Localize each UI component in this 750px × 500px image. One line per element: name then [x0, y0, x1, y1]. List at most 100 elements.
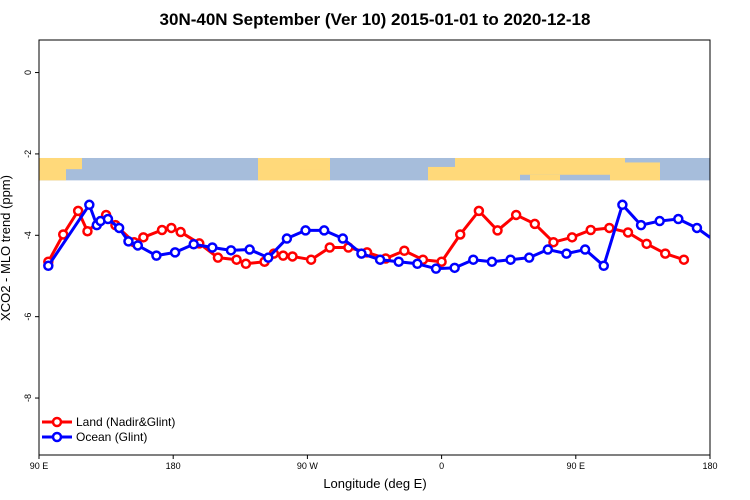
data-point-ocean — [188, 238, 199, 250]
data-point-ocean — [542, 244, 554, 255]
data-point-ocean — [505, 254, 516, 265]
x-tick-label: 90 W — [297, 461, 319, 471]
data-point-ocean — [225, 245, 237, 256]
data-point-land — [166, 222, 177, 234]
data-point-land — [57, 229, 69, 240]
data-point-ocean — [712, 237, 720, 245]
data-point-ocean — [263, 252, 274, 263]
series-line-land — [47, 209, 685, 266]
y-axis: -8 -6 -4 -2 0 — [23, 70, 39, 402]
x-tick-label: 90 E — [30, 461, 49, 471]
legend-label-land: Land (Nadir&Glint) — [76, 415, 175, 429]
data-point-land — [473, 205, 485, 217]
data-point-ocean — [654, 215, 665, 227]
data-point-ocean — [561, 248, 572, 259]
map-land-7 — [530, 174, 560, 181]
data-point-ocean — [635, 219, 647, 231]
data-point-ocean — [598, 260, 610, 272]
data-point-land — [454, 229, 466, 240]
x-tick-label: 180 — [702, 461, 717, 471]
data-point-ocean — [169, 247, 181, 258]
data-point-land — [82, 225, 93, 237]
data-point-land — [277, 250, 289, 261]
data-point-ocean — [113, 222, 125, 234]
data-point-land — [305, 254, 317, 265]
y-tick-label: -6 — [23, 313, 33, 321]
data-point-ocean — [207, 242, 218, 253]
data-point-ocean — [691, 222, 703, 234]
data-point-land — [287, 251, 298, 262]
data-point-ocean — [523, 252, 535, 263]
data-point-land — [436, 256, 447, 267]
data-point-land — [548, 236, 559, 248]
data-point-land — [566, 232, 578, 243]
world-map-strip — [39, 157, 710, 181]
series-layer — [43, 199, 738, 274]
map-land-8 — [610, 162, 660, 181]
map-land-6 — [520, 157, 625, 175]
map-land-3 — [300, 169, 322, 181]
data-point-ocean — [43, 260, 54, 272]
data-point-land — [641, 238, 652, 250]
data-point-ocean — [412, 258, 423, 270]
x-tick-label: 180 — [166, 461, 181, 471]
data-point-land — [622, 227, 634, 238]
data-point-ocean — [579, 244, 591, 255]
legend-label-ocean: Ocean (Glint) — [76, 430, 147, 444]
y-axis-label: XCO2 - MLO trend (ppm) — [0, 175, 13, 321]
x-axis-label: Longitude (deg E) — [323, 476, 426, 491]
data-point-land — [510, 209, 522, 221]
legend-marker-land — [51, 416, 63, 428]
data-point-ocean — [300, 225, 311, 236]
y-tick-label: -2 — [23, 150, 33, 158]
data-point-land — [604, 222, 615, 234]
series-line-ocean — [47, 203, 710, 271]
plot-frame — [38, 39, 711, 456]
data-point-land — [399, 245, 410, 257]
data-point-ocean — [244, 244, 255, 255]
data-point-land — [660, 248, 671, 259]
data-point-land — [212, 252, 224, 263]
legend-marker-ocean — [51, 431, 63, 443]
x-tick-label: 90 E — [567, 461, 586, 471]
data-point-ocean — [430, 263, 442, 274]
data-point-ocean — [102, 213, 114, 225]
y-tick-label: 0 — [23, 70, 33, 75]
data-point-ocean — [281, 233, 293, 244]
data-point-ocean — [337, 233, 349, 244]
data-point-land — [585, 224, 596, 236]
map-land-0 — [39, 157, 66, 181]
data-point-land — [678, 254, 690, 265]
data-point-land — [492, 225, 503, 236]
data-point-land — [231, 254, 242, 265]
data-point-ocean — [356, 248, 367, 259]
data-point-land — [72, 205, 84, 217]
data-point-ocean — [486, 256, 498, 267]
data-point-ocean — [318, 225, 330, 236]
map-land-1 — [66, 157, 82, 170]
y-tick-label: -8 — [23, 394, 33, 402]
data-point-ocean — [132, 240, 144, 251]
data-point-ocean — [84, 199, 95, 211]
chart-title: 30N-40N September (Ver 10) 2015-01-01 to… — [160, 10, 591, 29]
data-point-ocean — [123, 236, 134, 247]
y-tick-label: -4 — [23, 231, 33, 239]
data-point-ocean — [468, 254, 479, 265]
map-land-5 — [455, 157, 520, 181]
data-point-land — [240, 258, 252, 270]
data-point-land — [138, 232, 149, 243]
data-point-ocean — [449, 262, 460, 274]
data-point-land — [529, 218, 541, 230]
x-tick-label: 0 — [439, 461, 444, 471]
data-point-land — [175, 226, 186, 238]
x-axis: 90 E 180 90 W 0 90 E 180 — [30, 455, 718, 471]
legend: Land (Nadir&Glint) Ocean (Glint) — [42, 415, 175, 444]
data-point-ocean — [617, 199, 628, 211]
data-point-ocean — [393, 256, 404, 267]
data-point-ocean — [151, 250, 162, 261]
data-point-land — [156, 224, 168, 236]
data-point-land — [324, 242, 336, 253]
data-point-ocean — [673, 213, 684, 225]
data-point-ocean — [730, 241, 738, 249]
